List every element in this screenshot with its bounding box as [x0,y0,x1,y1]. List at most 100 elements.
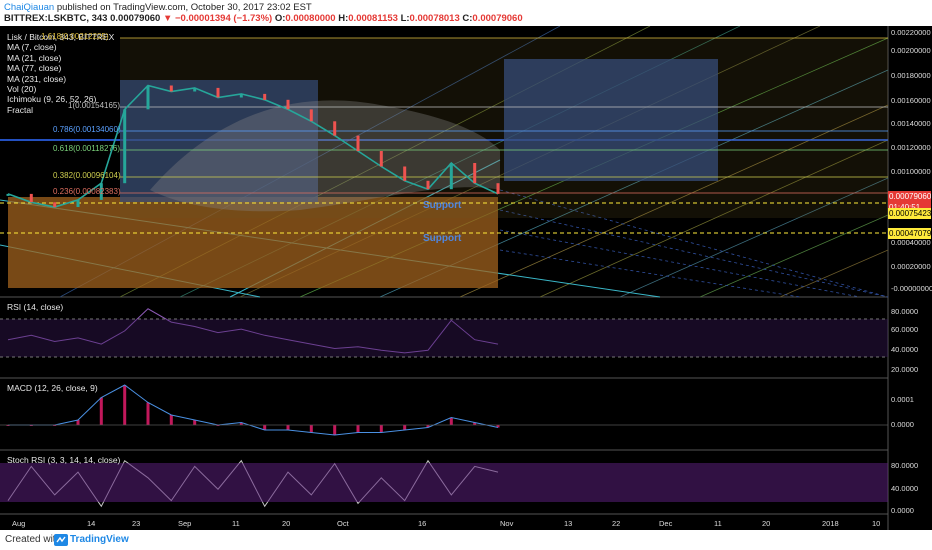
high-value: 0.00081153 [348,13,398,24]
time-axis-label: 10 [872,519,881,528]
macd-series[interactable] [6,384,500,436]
time-axis-label: Aug [12,519,26,528]
time-axis-label: 20 [282,519,291,528]
rsi-series[interactable] [7,308,499,354]
rsi-line [7,308,499,354]
author-link[interactable]: ChaiQiauan [4,2,55,13]
price-candle [123,109,127,184]
price-candle [403,166,407,181]
macd-histogram-bar [169,415,173,425]
macd-histogram-bar [473,422,477,425]
chart-canvas[interactable] [0,25,932,530]
time-axis-label: 11 [714,519,722,528]
legend-title: Lisk / Bitcoin, 343, BITTREX [7,32,115,42]
tradingview-brand-link[interactable]: TradingView [70,534,129,545]
macd-histogram-bar [356,425,360,433]
chart-header: ChaiQiauan published on TradingView.com,… [0,0,932,26]
time-axis-label: 22 [612,519,621,528]
price-candle [333,121,337,136]
last-price-tag: 0.00079060 [888,191,932,202]
time-axis-label: 23 [132,519,141,528]
low-value: 0.00078013 [409,13,460,24]
price-candle [286,99,290,110]
time-axis-label: Oct [337,519,349,528]
macd-histogram-bar [496,425,500,428]
price-candle [53,202,57,208]
time-axis-label: 2018 [822,519,839,528]
close-value: 0.00079060 [472,13,523,24]
fan-line [779,249,889,298]
macd-histogram-bar [286,425,290,430]
legend-item[interactable]: Vol (20) [7,84,37,95]
publish-line: ChaiQiauan published on TradingView.com,… [4,2,312,13]
close-label: C: [462,13,473,24]
open-value: 0.00080000 [285,13,336,24]
dashed-channel-line [499,229,861,298]
stoch-axis-label: 0.0000 [891,506,914,515]
fib-label: 1(0.00154165) [68,101,121,110]
legend-item[interactable]: Ichimoku (9, 26, 52, 26) [7,94,97,105]
blue-range-box[interactable] [120,80,318,202]
price-axis-label: -0.00000000 [891,284,932,293]
macd-histogram-bar [333,425,337,435]
price-candle [76,199,80,207]
macd-pane-label[interactable]: MACD (12, 26, close, 9) [7,383,98,393]
time-axis-label: 20 [762,519,771,528]
macd-histogram-bar [379,425,383,433]
rsi-pane-label[interactable]: RSI (14, close) [7,302,64,312]
fib-label: 0.382(0.00096104) [53,171,121,180]
support-annotation[interactable]: Support [423,200,462,211]
macd-line [8,384,499,436]
rsi-axis-label: 40.0000 [891,345,919,354]
indicator-legend: Lisk / Bitcoin, 343, BITTREX MA (7, clos… [7,32,114,115]
chart-area[interactable] [0,25,932,530]
price-axis-label: 0.00100000 [891,167,931,176]
price-axis-label: 0.00220000 [891,28,931,37]
stoch-pane-label[interactable]: Stoch RSI (3, 3, 14, 14, close) [7,455,121,465]
footer-bar: Created with TradingView [0,530,932,550]
macd-histogram-bar [449,417,453,425]
orange-support-zone[interactable] [8,197,498,288]
time-axis-label: 11 [232,519,240,528]
support-annotation[interactable]: Support [423,233,462,244]
fib-label: 0.786(0.00134060) [53,125,121,134]
fib-label: 0.236(0.00082383) [53,187,121,196]
rsi-band [0,319,888,357]
dashed-channel-line [499,209,889,298]
macd-histogram-bar [426,425,430,428]
legend-item[interactable]: MA (21, close) [7,52,62,63]
price-axis-label: 0.00200000 [891,46,931,55]
price-candle [263,93,267,100]
legend-item[interactable]: MA (231, close) [7,73,67,84]
created-with-text: Created with [5,534,62,545]
price-candle [426,180,430,190]
legend-item[interactable]: MA (77, close) [7,63,62,74]
countdown-tag: 01:40:51 [888,202,931,213]
legend-item[interactable]: Fractal [7,104,33,115]
time-axis-label: Nov [500,519,514,528]
price-axis-label: 0.00160000 [891,96,931,105]
ohlc-line: BITTREX:LSKBTC, 343 0.00079060 ▼ −0.0000… [4,13,523,24]
price-axis-label: 0.00140000 [891,119,931,128]
fib-label: 0.618(0.00118276) [53,144,121,153]
price-candle [356,135,360,152]
publish-text: published on TradingView.com, October 30… [56,2,312,13]
price-candle [29,193,33,203]
fan-line [619,177,889,298]
stoch-axis-label: 40.0000 [891,484,919,493]
price-candle [309,109,313,122]
rsi-axis-label: 60.0000 [891,325,919,334]
stoch-axis-label: 80.0000 [891,461,919,470]
blue-target-box[interactable] [504,59,718,181]
price-series[interactable] [6,84,500,208]
dashed-channel-line [499,249,801,298]
fan-line [699,214,889,298]
macd-histogram-bar [193,420,197,425]
price-candle [193,87,197,92]
time-axis-label: 14 [87,519,96,528]
price-line [7,84,499,208]
fan-line [459,104,889,298]
macd-histogram-bar [76,420,80,425]
fib-background [120,38,888,218]
legend-item[interactable]: MA (7, close) [7,42,57,53]
